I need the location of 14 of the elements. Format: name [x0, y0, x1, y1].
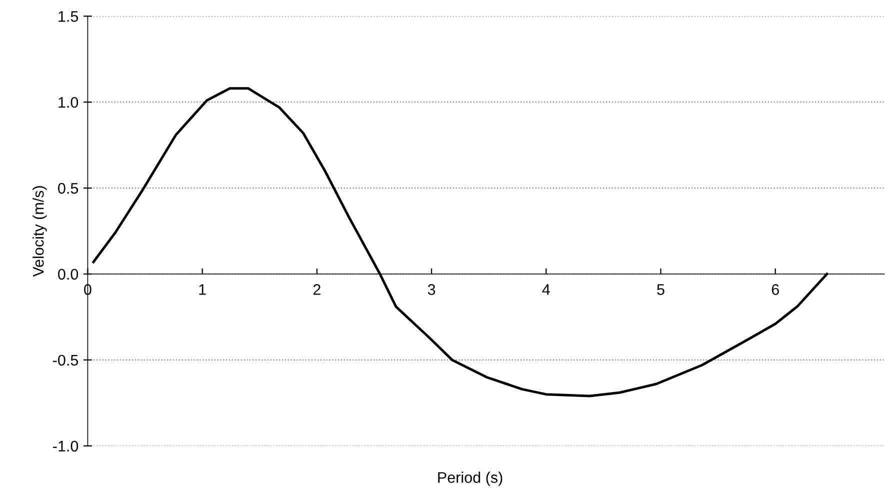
- x-tick-label: 1: [199, 284, 206, 295]
- y-tick-label: 0.0: [58, 268, 78, 280]
- y-axis-title: Velocity (m/s): [32, 186, 47, 277]
- y-tick-label: 1.5: [58, 11, 78, 22]
- x-axis-title: Period (s): [438, 472, 502, 486]
- x-tick-label: 5: [657, 284, 664, 295]
- x-tick-label: 3: [428, 284, 436, 295]
- x-tick-label: 4: [542, 284, 550, 295]
- y-tick-label: -1.0: [53, 440, 78, 452]
- x-tick-label: 6: [772, 284, 779, 295]
- y-tick-label: 0.5: [58, 182, 78, 194]
- x-tick-label: 2: [313, 284, 320, 295]
- y-tick-label: -0.5: [53, 354, 78, 366]
- y-tick-label: 1.0: [58, 96, 78, 108]
